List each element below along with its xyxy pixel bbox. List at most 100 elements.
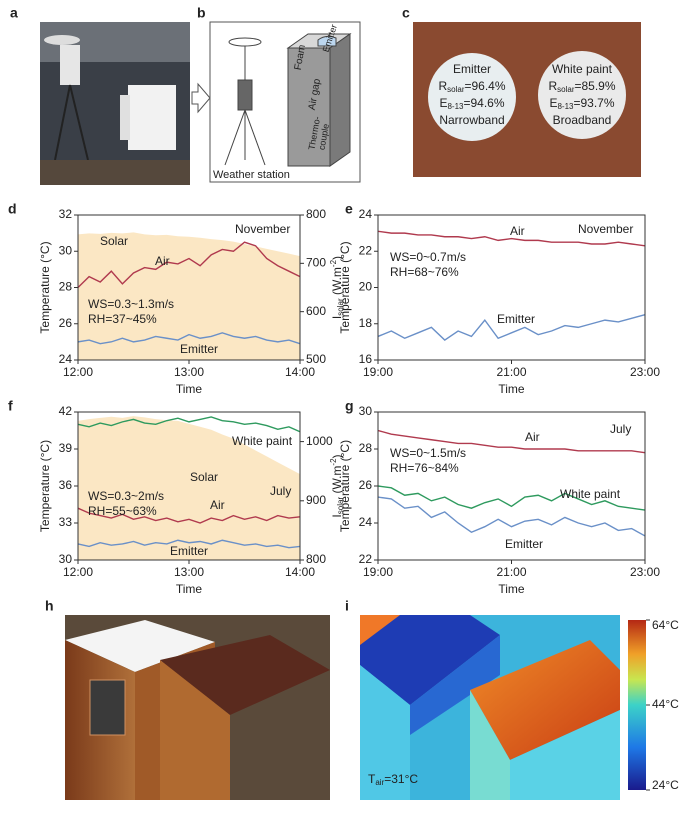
text-part: solar (447, 85, 465, 94)
sample-name: Emitter (453, 62, 491, 76)
label: couple (316, 123, 330, 151)
x-tick-label: 14:00 (285, 565, 315, 579)
x-tick-label: 12:00 (63, 365, 93, 379)
text-part: -2 (329, 458, 338, 466)
annotation: RH=37~45% (88, 312, 157, 326)
y2-tick-label: 500 (306, 352, 326, 366)
line (377, 230, 646, 247)
line (77, 539, 301, 549)
month: November (235, 222, 290, 236)
colorbar-label: 44°C (652, 697, 679, 711)
series-label: Emitter (505, 537, 543, 551)
text-part: (W.m (330, 466, 344, 497)
y-tick-label: 18 (359, 316, 373, 330)
y2-tick-label: 700 (306, 256, 326, 270)
line (377, 314, 646, 341)
text-part: -2 (329, 259, 338, 267)
y-tick-label: 33 (59, 515, 73, 529)
x-tick-label: 21:00 (496, 365, 526, 379)
panel-label: g (345, 398, 354, 414)
annotation: RH=55~63% (88, 504, 157, 518)
y-tick-label: 24 (359, 515, 373, 529)
panel-label: a (10, 5, 18, 21)
x-axis-label: Time (498, 382, 525, 396)
area (78, 416, 300, 560)
emissivity: E8-13=94.6% (439, 96, 504, 111)
text-part: solar (336, 298, 345, 316)
annotation: WS=0.3~1.3m/s (88, 297, 174, 311)
panel-label: e (345, 201, 353, 217)
colorbar-label: 24°C (652, 778, 679, 792)
y-tick-label: 24 (359, 207, 373, 221)
panel-label: h (45, 598, 54, 614)
y2-tick-label: 600 (306, 304, 326, 318)
y-tick-label: 30 (359, 404, 373, 418)
panel-label: f (8, 398, 13, 414)
y-tick-label: 16 (359, 352, 373, 366)
panel-label: c (402, 5, 410, 21)
x-axis-label: Time (176, 582, 203, 596)
band-type: Narrowband (439, 113, 504, 127)
y2-axis-label: Isolar (W.m-2) (329, 256, 345, 319)
y-tick-label: 20 (359, 280, 373, 294)
x-tick-label: 14:00 (285, 365, 315, 379)
series-label: Air (525, 430, 540, 444)
annotation: Tair=31°C (368, 772, 418, 787)
line (77, 416, 301, 433)
x-tick-label: 21:00 (496, 565, 526, 579)
series-label: Emitter (497, 312, 535, 326)
y-tick-label: 39 (59, 441, 73, 455)
annotation: RH=68~76% (390, 265, 459, 279)
y-tick-label: 22 (359, 243, 373, 257)
colorbar (628, 620, 646, 790)
series-label: Solar (100, 234, 128, 248)
y-tick-label: 32 (59, 207, 73, 221)
text-part: =94.6% (463, 96, 504, 110)
text-part: E (439, 96, 447, 110)
y-tick-label: 28 (359, 441, 373, 455)
text-part: 8-13 (447, 102, 464, 111)
emissivity: E8-13=93.7% (549, 96, 614, 111)
sample-name: White paint (552, 62, 613, 76)
series-label: Air (510, 224, 525, 238)
label: Weather station (213, 169, 290, 181)
sample-disc (538, 51, 626, 139)
text-part: I (330, 514, 344, 517)
y-tick-label: 24 (59, 352, 73, 366)
y2-tick-label: 1000 (306, 434, 333, 448)
text-part: =31°C (384, 772, 418, 786)
series-label: White paint (232, 434, 293, 448)
thermal-image (360, 615, 620, 800)
text-part: air (375, 778, 384, 787)
text-part: R (438, 79, 447, 93)
y-axis-label: Temperature (°C) (338, 241, 352, 333)
x-tick-label: 23:00 (630, 565, 660, 579)
y-tick-label: 26 (59, 316, 73, 330)
area (78, 232, 300, 360)
series-label: Emitter (180, 342, 218, 356)
y-axis-label: Temperature (°C) (338, 440, 352, 532)
month: November (578, 222, 633, 236)
x-tick-label: 23:00 (630, 365, 660, 379)
line (377, 429, 646, 454)
panel-label: b (197, 5, 206, 21)
panel-label: i (345, 598, 349, 614)
y-tick-label: 42 (59, 404, 73, 418)
month: July (610, 422, 631, 436)
text-part: solar (336, 497, 345, 515)
text-part: =93.7% (573, 96, 614, 110)
text-part: E (549, 96, 557, 110)
text-part: (W.m (330, 267, 344, 298)
text-part: ) (330, 454, 344, 458)
text-part: =85.9% (574, 79, 615, 93)
line (377, 496, 646, 537)
y2-tick-label: 800 (306, 552, 326, 566)
series-label: White paint (560, 487, 621, 501)
x-tick-label: 19:00 (363, 365, 393, 379)
x-tick-label: 13:00 (174, 565, 204, 579)
arrow (191, 82, 211, 114)
text-part: 8-13 (557, 102, 574, 111)
schematic (224, 33, 352, 167)
text-part: T (368, 772, 376, 786)
